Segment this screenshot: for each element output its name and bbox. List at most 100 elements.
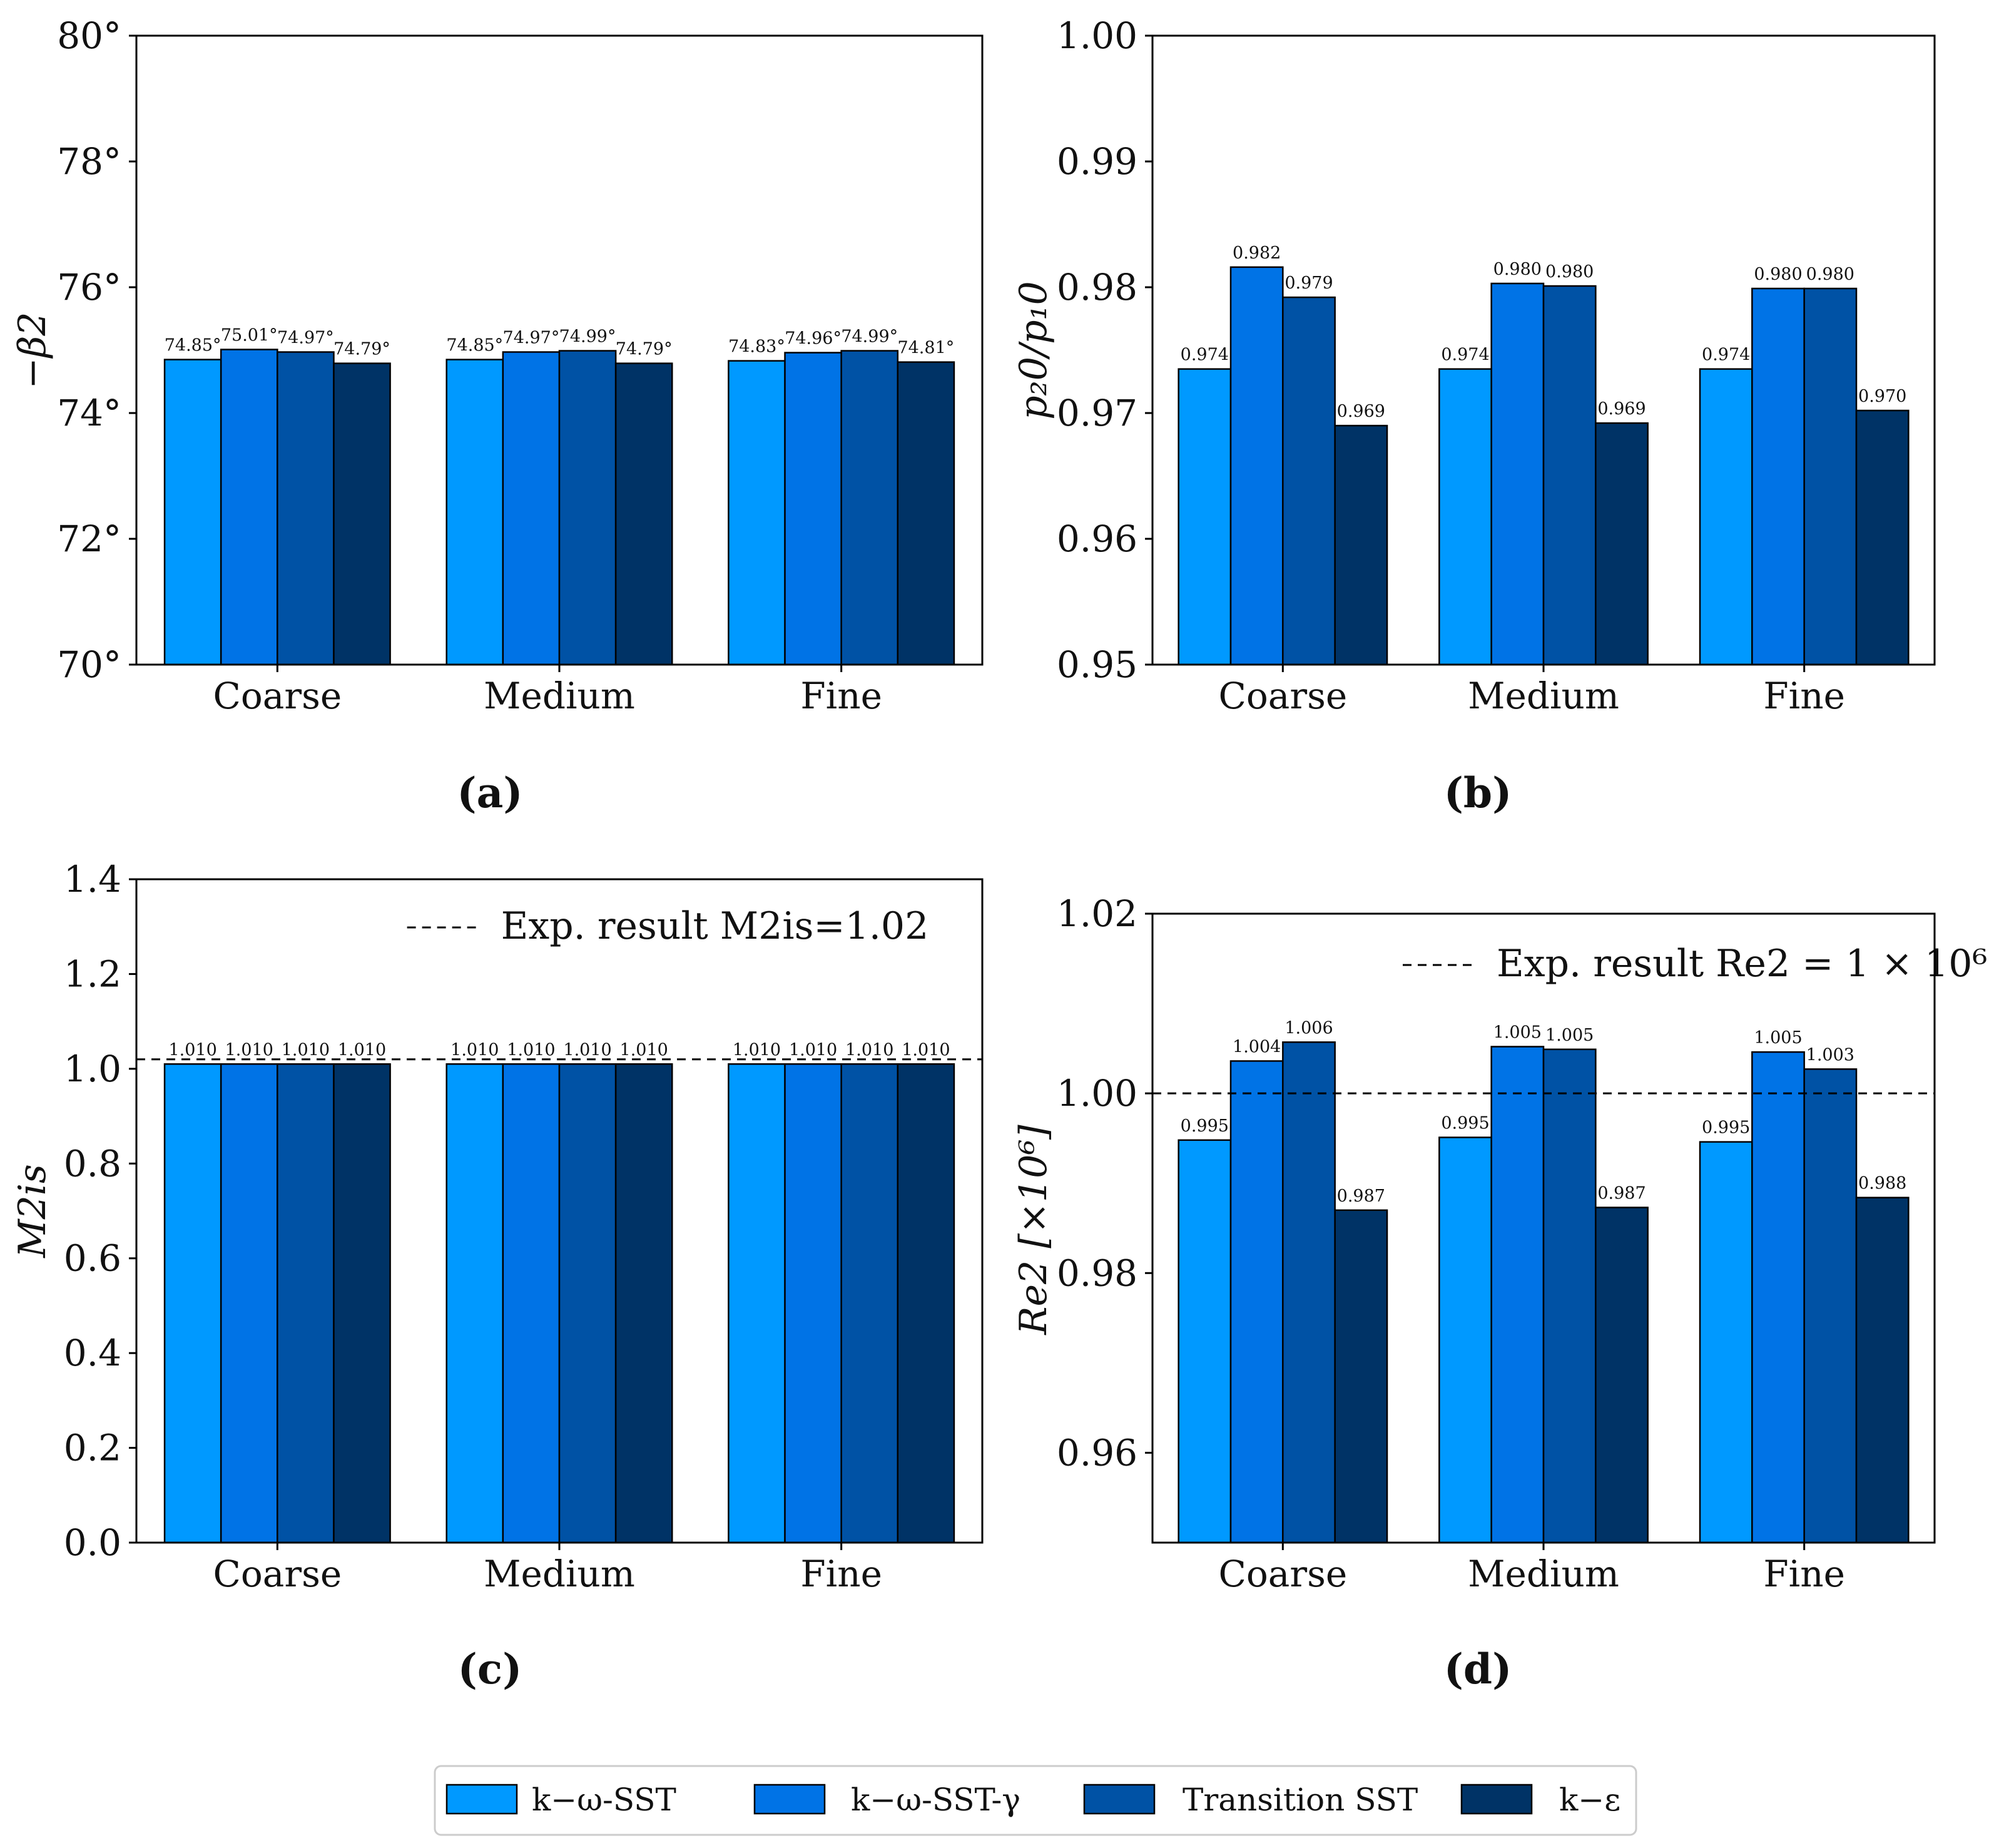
ytick-label-c-2: 0.4 (64, 1332, 121, 1374)
bar-c-s0-c0 (163, 1063, 222, 1544)
data-label-d-s1-c0: 1.004 (1233, 1037, 1281, 1056)
data-label-d-s3-c0: 0.987 (1337, 1187, 1385, 1206)
bar-a-s1-c1 (502, 351, 561, 666)
data-label-a-s3-c0: 74.79° (333, 340, 390, 359)
data-label-a-s2-c1: 74.99° (559, 327, 616, 347)
legend-swatch-3 (1460, 1784, 1533, 1815)
bar-b-s3-c2 (1855, 409, 1910, 666)
ytick-label-b-3: 0.98 (1057, 266, 1137, 309)
ytick-label-b-4: 0.99 (1057, 140, 1137, 183)
bar-b-s3-c0 (1334, 424, 1388, 666)
legend: k−ω-SST k−ω-SST-γ Transition SST k−ε (434, 1765, 1637, 1836)
xtick-label-c-0: Coarse (213, 1553, 342, 1595)
bar-d-s3-c1 (1595, 1207, 1649, 1544)
reference-label-c: Exp. result M2is=1.02 (501, 904, 929, 948)
bar-c-s0-c2 (728, 1063, 786, 1544)
data-label-c-s3-c1: 1.010 (620, 1040, 668, 1059)
data-label-d-s2-c0: 1.006 (1284, 1018, 1333, 1038)
ytick-label-c-0: 0.0 (64, 1521, 121, 1564)
legend-label-2: Transition SST (1183, 1782, 1418, 1818)
chart-panel-a: 74.85° 74.85° 74.83°75.01° 74.97° 74.96°74.9… (11, 14, 984, 817)
xtick-label-a-2: Fine (800, 675, 882, 717)
ytick-label-c-4: 0.8 (64, 1142, 121, 1185)
legend-swatch-2 (1083, 1784, 1156, 1815)
bar-b-s1-c2 (1751, 287, 1805, 666)
data-label-b-s3-c0: 0.969 (1337, 402, 1385, 421)
data-label-c-s1-c2: 1.010 (789, 1040, 837, 1059)
ytick-label-c-6: 1.2 (64, 952, 121, 995)
data-label-d-s2-c1: 1.005 (1545, 1026, 1594, 1045)
bar-b-s1-c1 (1490, 282, 1545, 666)
bar-d-s0-c0 (1178, 1139, 1232, 1544)
chart-panel-c: 1.010 1.010 1.010 1.010 1.010 1.010 1.010 1.010… (11, 858, 984, 1693)
bar-a-s0-c0 (163, 359, 222, 666)
ytick-label-b-0: 0.95 (1057, 643, 1137, 686)
data-label-a-s0-c1: 74.85° (446, 336, 503, 355)
bar-a-s0-c1 (445, 359, 504, 666)
legend-label-0: k−ω-SST (532, 1782, 676, 1818)
bar-d-s2-c0 (1282, 1041, 1336, 1544)
ytick-label-d-1: 0.98 (1057, 1252, 1137, 1294)
data-label-c-s3-c2: 1.010 (902, 1040, 950, 1059)
bar-d-s1-c1 (1490, 1046, 1545, 1544)
bar-c-s3-c1 (614, 1063, 673, 1544)
bar-c-s1-c1 (502, 1063, 561, 1544)
ytick-label-a-2: 74° (57, 392, 121, 434)
ytick-label-a-3: 76° (57, 266, 121, 309)
bar-d-s2-c1 (1542, 1048, 1597, 1544)
bar-a-s3-c0 (333, 362, 391, 666)
ytick-label-c-1: 0.2 (64, 1427, 121, 1469)
xtick-label-b-1: Medium (1468, 675, 1619, 717)
bar-a-s2-c1 (558, 350, 617, 666)
ytick-label-a-1: 72° (57, 518, 121, 560)
data-label-b-s0-c2: 0.974 (1702, 345, 1750, 365)
bar-b-s2-c0 (1282, 296, 1336, 666)
data-label-b-s3-c2: 0.970 (1858, 387, 1906, 406)
ytick-label-a-5: 80° (57, 14, 121, 57)
bar-b-s1-c0 (1229, 266, 1284, 666)
xtick-label-d-1: Medium (1468, 1553, 1619, 1595)
data-label-a-s0-c0: 74.85° (165, 336, 221, 355)
bar-c-s3-c2 (897, 1063, 955, 1544)
ylabel-b: p₂0/p₁0 (1012, 281, 1056, 419)
bar-d-s2-c2 (1803, 1068, 1858, 1544)
ylabel-c: M2is (11, 1164, 54, 1258)
data-label-b-s3-c1: 0.969 (1597, 399, 1646, 419)
bar-b-s3-c1 (1595, 422, 1649, 666)
data-label-c-s0-c1: 1.010 (450, 1040, 499, 1059)
bar-c-s1-c2 (784, 1063, 842, 1544)
data-label-a-s3-c1: 74.79° (616, 340, 673, 359)
bar-c-s2-c0 (277, 1063, 335, 1544)
bar-a-s0-c2 (728, 360, 786, 666)
subfigure-label-c: (c) (458, 1645, 522, 1693)
data-label-b-s1-c0: 0.982 (1233, 243, 1281, 263)
bar-d-s3-c0 (1334, 1209, 1388, 1544)
reference-label-d: Exp. result Re2 = 1 × 10⁶ (1497, 942, 1987, 986)
data-label-a-s0-c2: 74.83° (728, 337, 785, 357)
xtick-label-a-1: Medium (484, 675, 635, 717)
bar-b-s2-c1 (1542, 285, 1597, 666)
xtick-label-c-2: Fine (800, 1553, 882, 1595)
bar-d-s0-c2 (1699, 1141, 1753, 1544)
ytick-label-a-4: 78° (57, 140, 121, 183)
data-label-b-s0-c1: 0.974 (1441, 345, 1489, 365)
subfigure-label-b: (b) (1444, 768, 1512, 817)
bar-a-s3-c2 (897, 361, 955, 666)
ytick-label-c-3: 0.6 (64, 1237, 121, 1280)
bar-d-s0-c1 (1438, 1136, 1492, 1544)
ytick-label-a-0: 70° (57, 643, 121, 686)
ytick-label-d-2: 1.00 (1057, 1072, 1137, 1115)
data-label-b-s2-c0: 0.979 (1284, 273, 1333, 293)
data-label-b-s1-c2: 0.980 (1754, 265, 1802, 284)
data-label-d-s3-c2: 0.988 (1858, 1174, 1906, 1193)
data-label-d-s1-c1: 1.005 (1493, 1023, 1542, 1042)
bar-d-s1-c0 (1229, 1060, 1284, 1544)
data-label-d-s3-c1: 0.987 (1597, 1183, 1646, 1203)
data-label-a-s3-c2: 74.81° (897, 339, 954, 358)
bar-d-s3-c2 (1855, 1197, 1910, 1544)
data-label-c-s2-c2: 1.010 (845, 1040, 893, 1059)
ytick-label-b-2: 0.97 (1057, 392, 1137, 434)
